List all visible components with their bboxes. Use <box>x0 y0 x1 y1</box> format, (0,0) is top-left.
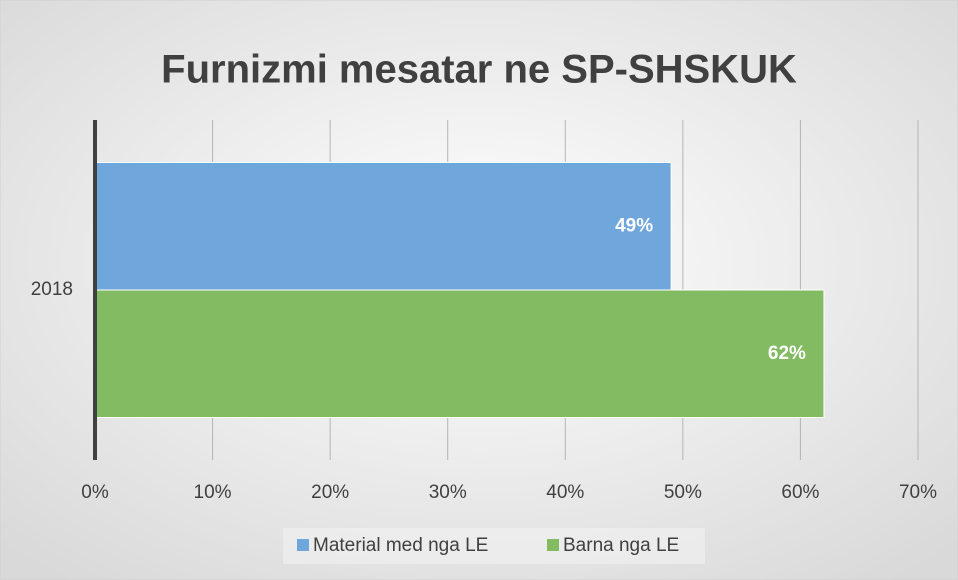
x-tick-label: 30% <box>429 482 467 503</box>
bar <box>94 289 825 418</box>
x-tick-label: 10% <box>194 482 232 503</box>
legend-box <box>283 528 705 564</box>
legend-label: Barna nga LE <box>563 535 679 556</box>
legend-swatch <box>547 539 559 551</box>
chart-title: Furnizmi mesatar ne SP-SHSKUK <box>161 48 797 92</box>
x-tick-label: 70% <box>899 482 937 503</box>
x-tick-label: 50% <box>664 482 702 503</box>
y-tick-label: 2018 <box>31 279 73 300</box>
x-tick-label: 20% <box>311 482 349 503</box>
x-tick-label: 40% <box>546 482 584 503</box>
x-tick-label: 60% <box>781 482 819 503</box>
legend-label: Material med nga LE <box>313 535 488 556</box>
data-label: 62% <box>768 343 806 364</box>
data-label: 49% <box>615 215 653 236</box>
x-tick-label: 0% <box>81 482 109 503</box>
bar <box>94 162 672 291</box>
legend-swatch <box>297 539 309 551</box>
